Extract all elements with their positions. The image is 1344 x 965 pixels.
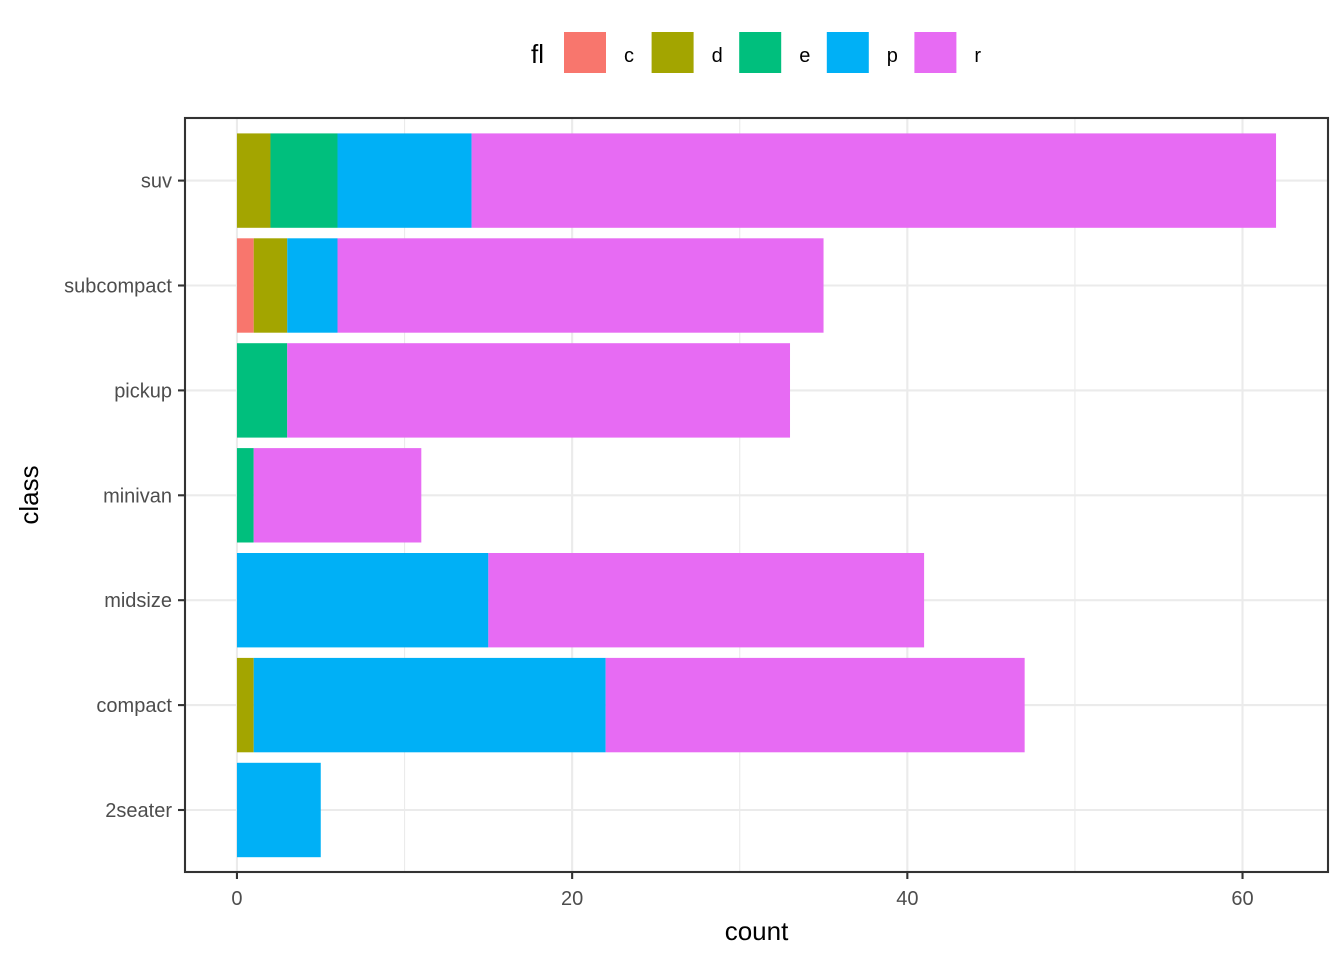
x-axis-title: count xyxy=(725,916,789,946)
x-tick-label: 20 xyxy=(561,888,583,910)
y-tick-label: midsize xyxy=(104,590,172,612)
legend-label-e: e xyxy=(799,45,810,67)
bar-pickup-e xyxy=(236,343,288,438)
bar-minivan-r xyxy=(253,448,422,543)
bar-midsize-p xyxy=(236,553,489,648)
legend-key-p xyxy=(826,32,869,73)
x-tick-label: 0 xyxy=(231,888,242,910)
legend-key-d xyxy=(651,32,694,73)
legend-label-d: d xyxy=(712,45,723,67)
bar-suv-e xyxy=(270,133,338,228)
y-tick-label: minivan xyxy=(103,485,172,507)
bar-suv-d xyxy=(236,133,271,228)
bars xyxy=(236,133,1277,858)
legend-label-p: p xyxy=(887,45,898,67)
y-tick-label: suv xyxy=(141,171,172,193)
y-tick-label: subcompact xyxy=(64,276,172,298)
bar-midsize-r xyxy=(488,553,925,648)
legend-key-e xyxy=(739,32,782,73)
bar-subcompact-r xyxy=(337,238,824,333)
bar-minivan-e xyxy=(236,448,254,543)
y-tick-label: pickup xyxy=(114,380,172,402)
y-axis-title: class xyxy=(14,465,44,524)
legend-key-c xyxy=(564,32,606,73)
x-tick-label: 40 xyxy=(896,888,918,910)
bar-subcompact-c xyxy=(236,238,254,333)
bar-subcompact-d xyxy=(253,238,288,333)
bar-suv-r xyxy=(471,133,1277,228)
bar-compact-r xyxy=(605,657,1025,753)
bar-pickup-r xyxy=(287,343,791,438)
bar-compact-d xyxy=(236,657,254,753)
legend: fl c d e p r xyxy=(531,32,981,73)
y-tick-label: compact xyxy=(96,695,172,717)
legend-label-r: r xyxy=(974,45,981,67)
axes: count class 0 20 40 60 2seater compact midsize… xyxy=(14,116,1330,946)
y-tick-label: 2seater xyxy=(105,800,172,822)
bar-subcompact-p xyxy=(287,238,338,333)
bar-2seater-p xyxy=(236,762,321,858)
x-tick-label: 60 xyxy=(1231,888,1253,910)
legend-title: fl xyxy=(531,39,544,69)
bar-suv-p xyxy=(337,133,472,228)
legend-label-c: c xyxy=(624,45,634,67)
bar-compact-p xyxy=(253,657,606,753)
legend-key-r xyxy=(914,32,957,73)
